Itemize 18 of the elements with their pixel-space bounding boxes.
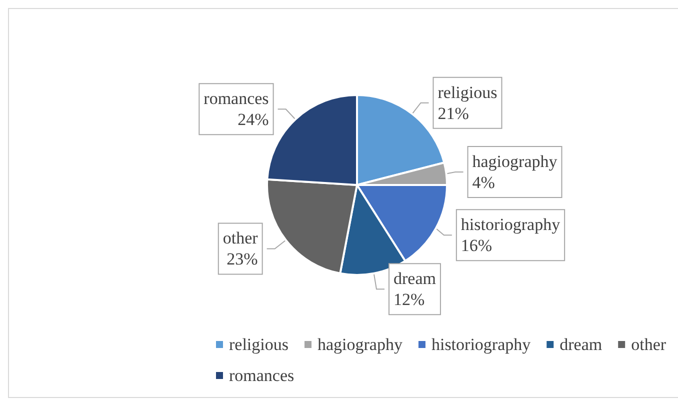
legend-label: other — [631, 335, 666, 354]
data-label: 16% — [460, 236, 492, 256]
data-label: 12% — [393, 290, 425, 310]
slice-label: other — [222, 228, 258, 248]
legend-label: historiography — [431, 335, 532, 354]
legend-label: hagiography — [317, 335, 403, 354]
slice-label: dream — [393, 269, 436, 288]
data-label: 23% — [226, 250, 258, 269]
slice-label: religious — [438, 82, 498, 102]
slice-label: hagiography — [472, 152, 558, 171]
legend-label: religious — [229, 335, 288, 354]
slice-label: historiography — [460, 215, 561, 234]
data-label: 21% — [438, 104, 469, 123]
legend-label: romances — [229, 366, 294, 385]
slice-label: romances — [204, 89, 269, 108]
data-label: 24% — [238, 110, 269, 130]
legend-label: dream — [560, 335, 602, 354]
data-label: 4% — [472, 172, 495, 192]
